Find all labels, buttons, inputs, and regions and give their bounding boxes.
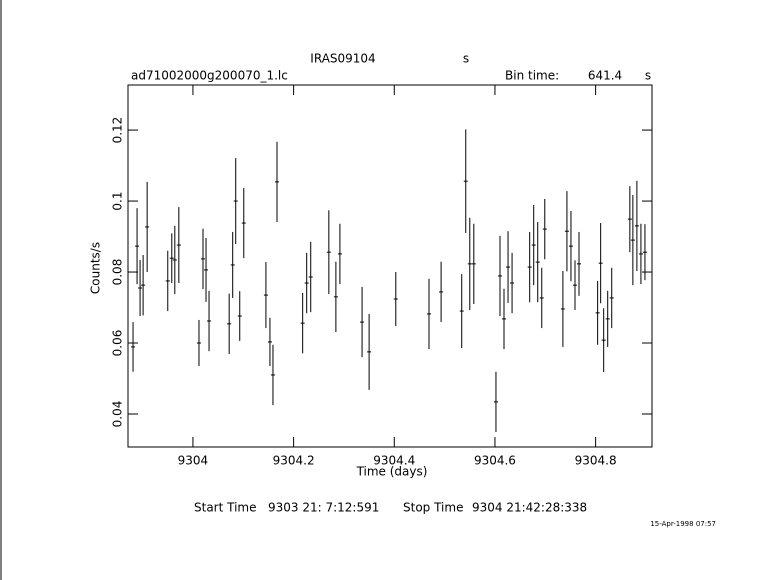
title-unit: s <box>463 52 469 66</box>
x-tick-label: 9304.2 <box>273 454 315 468</box>
x-tick-label: 9304.6 <box>474 454 516 468</box>
y-tick-label: 0.08 <box>111 259 125 286</box>
y-tick-label: 0.04 <box>111 401 125 428</box>
y-tick-label: 0.1 <box>111 192 125 211</box>
chart-title: IRAS09104 <box>310 52 375 66</box>
date-stamp: 15-Apr-1998 07:57 <box>650 520 716 528</box>
y-axis-label: Counts/s <box>89 242 103 294</box>
stop-label: Stop Time <box>403 501 463 515</box>
y-tick-label: 0.12 <box>111 117 125 144</box>
x-tick-label: 9304.8 <box>575 454 617 468</box>
bin-time: 641.4 <box>588 69 622 83</box>
plot-frame <box>127 84 653 448</box>
bin-time-unit: s <box>645 69 651 83</box>
start-time: 9303 21: 7:12:591 <box>268 501 379 515</box>
bin-time-label: Bin time: <box>505 69 559 83</box>
x-tick-label: 9304.4 <box>373 454 415 468</box>
y-tick-label: 0.06 <box>111 330 125 357</box>
start-label: Start Time <box>194 501 257 515</box>
x-tick-label: 9304 <box>178 454 209 468</box>
stop-time: 9304 21:42:28:338 <box>472 501 587 515</box>
x-axis-label: Time (days) <box>356 465 428 479</box>
subtitle: ad71002000g200070_1.lc <box>131 69 288 83</box>
